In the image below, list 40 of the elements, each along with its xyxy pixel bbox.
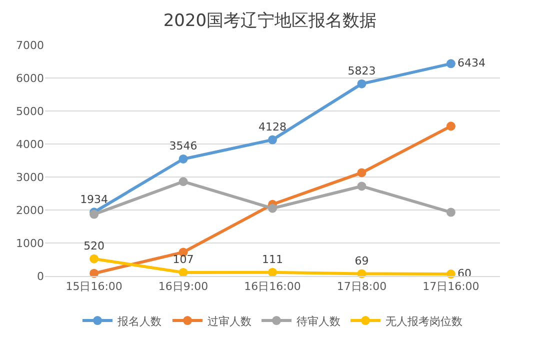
data-label: 111 — [262, 252, 283, 266]
y-tick-label: 3000 — [16, 170, 44, 184]
point — [446, 208, 456, 217]
x-tick-label: 17日16:00 — [422, 280, 480, 294]
y-tick-label: 1000 — [16, 236, 44, 250]
data-label: 5823 — [348, 64, 376, 78]
legend-label: 过审人数 — [208, 314, 252, 328]
chart-title: 2020国考辽宁地区报名数据 — [163, 10, 377, 31]
legend-label: 报名人数 — [116, 314, 162, 328]
data-label: 4128 — [258, 120, 286, 134]
y-tick-label: 4000 — [16, 138, 44, 151]
x-tick-label: 17日8:00 — [336, 280, 387, 294]
point — [446, 59, 456, 68]
point — [178, 268, 188, 277]
point — [178, 177, 188, 186]
y-tick-label: 7000 — [16, 38, 44, 52]
point — [268, 135, 277, 144]
data-label: 3546 — [169, 140, 198, 153]
x-tick-label: 16日16:00 — [244, 280, 301, 294]
y-tick-label: 5000 — [16, 104, 44, 118]
point — [446, 122, 456, 131]
legend-label: 无人报考岗位数 — [386, 314, 462, 328]
data-label: 1934 — [80, 192, 108, 206]
point — [178, 154, 188, 164]
y-tick-label: 0 — [37, 270, 44, 283]
data-label: 69 — [354, 254, 369, 268]
point — [268, 204, 277, 213]
point — [268, 268, 277, 277]
data-label: 107 — [172, 253, 194, 266]
y-tick-label: 2000 — [16, 204, 44, 217]
x-tick-label: 15日16:00 — [66, 280, 122, 294]
point — [357, 79, 366, 88]
point — [357, 168, 366, 178]
data-label: 6434 — [458, 56, 486, 70]
y-tick-label: 6000 — [16, 72, 44, 85]
data-label: 520 — [84, 239, 105, 252]
point — [90, 254, 99, 264]
point — [357, 182, 366, 191]
legend-label: 待审人数 — [296, 314, 340, 328]
x-tick-label: 16日9:00 — [158, 280, 208, 294]
